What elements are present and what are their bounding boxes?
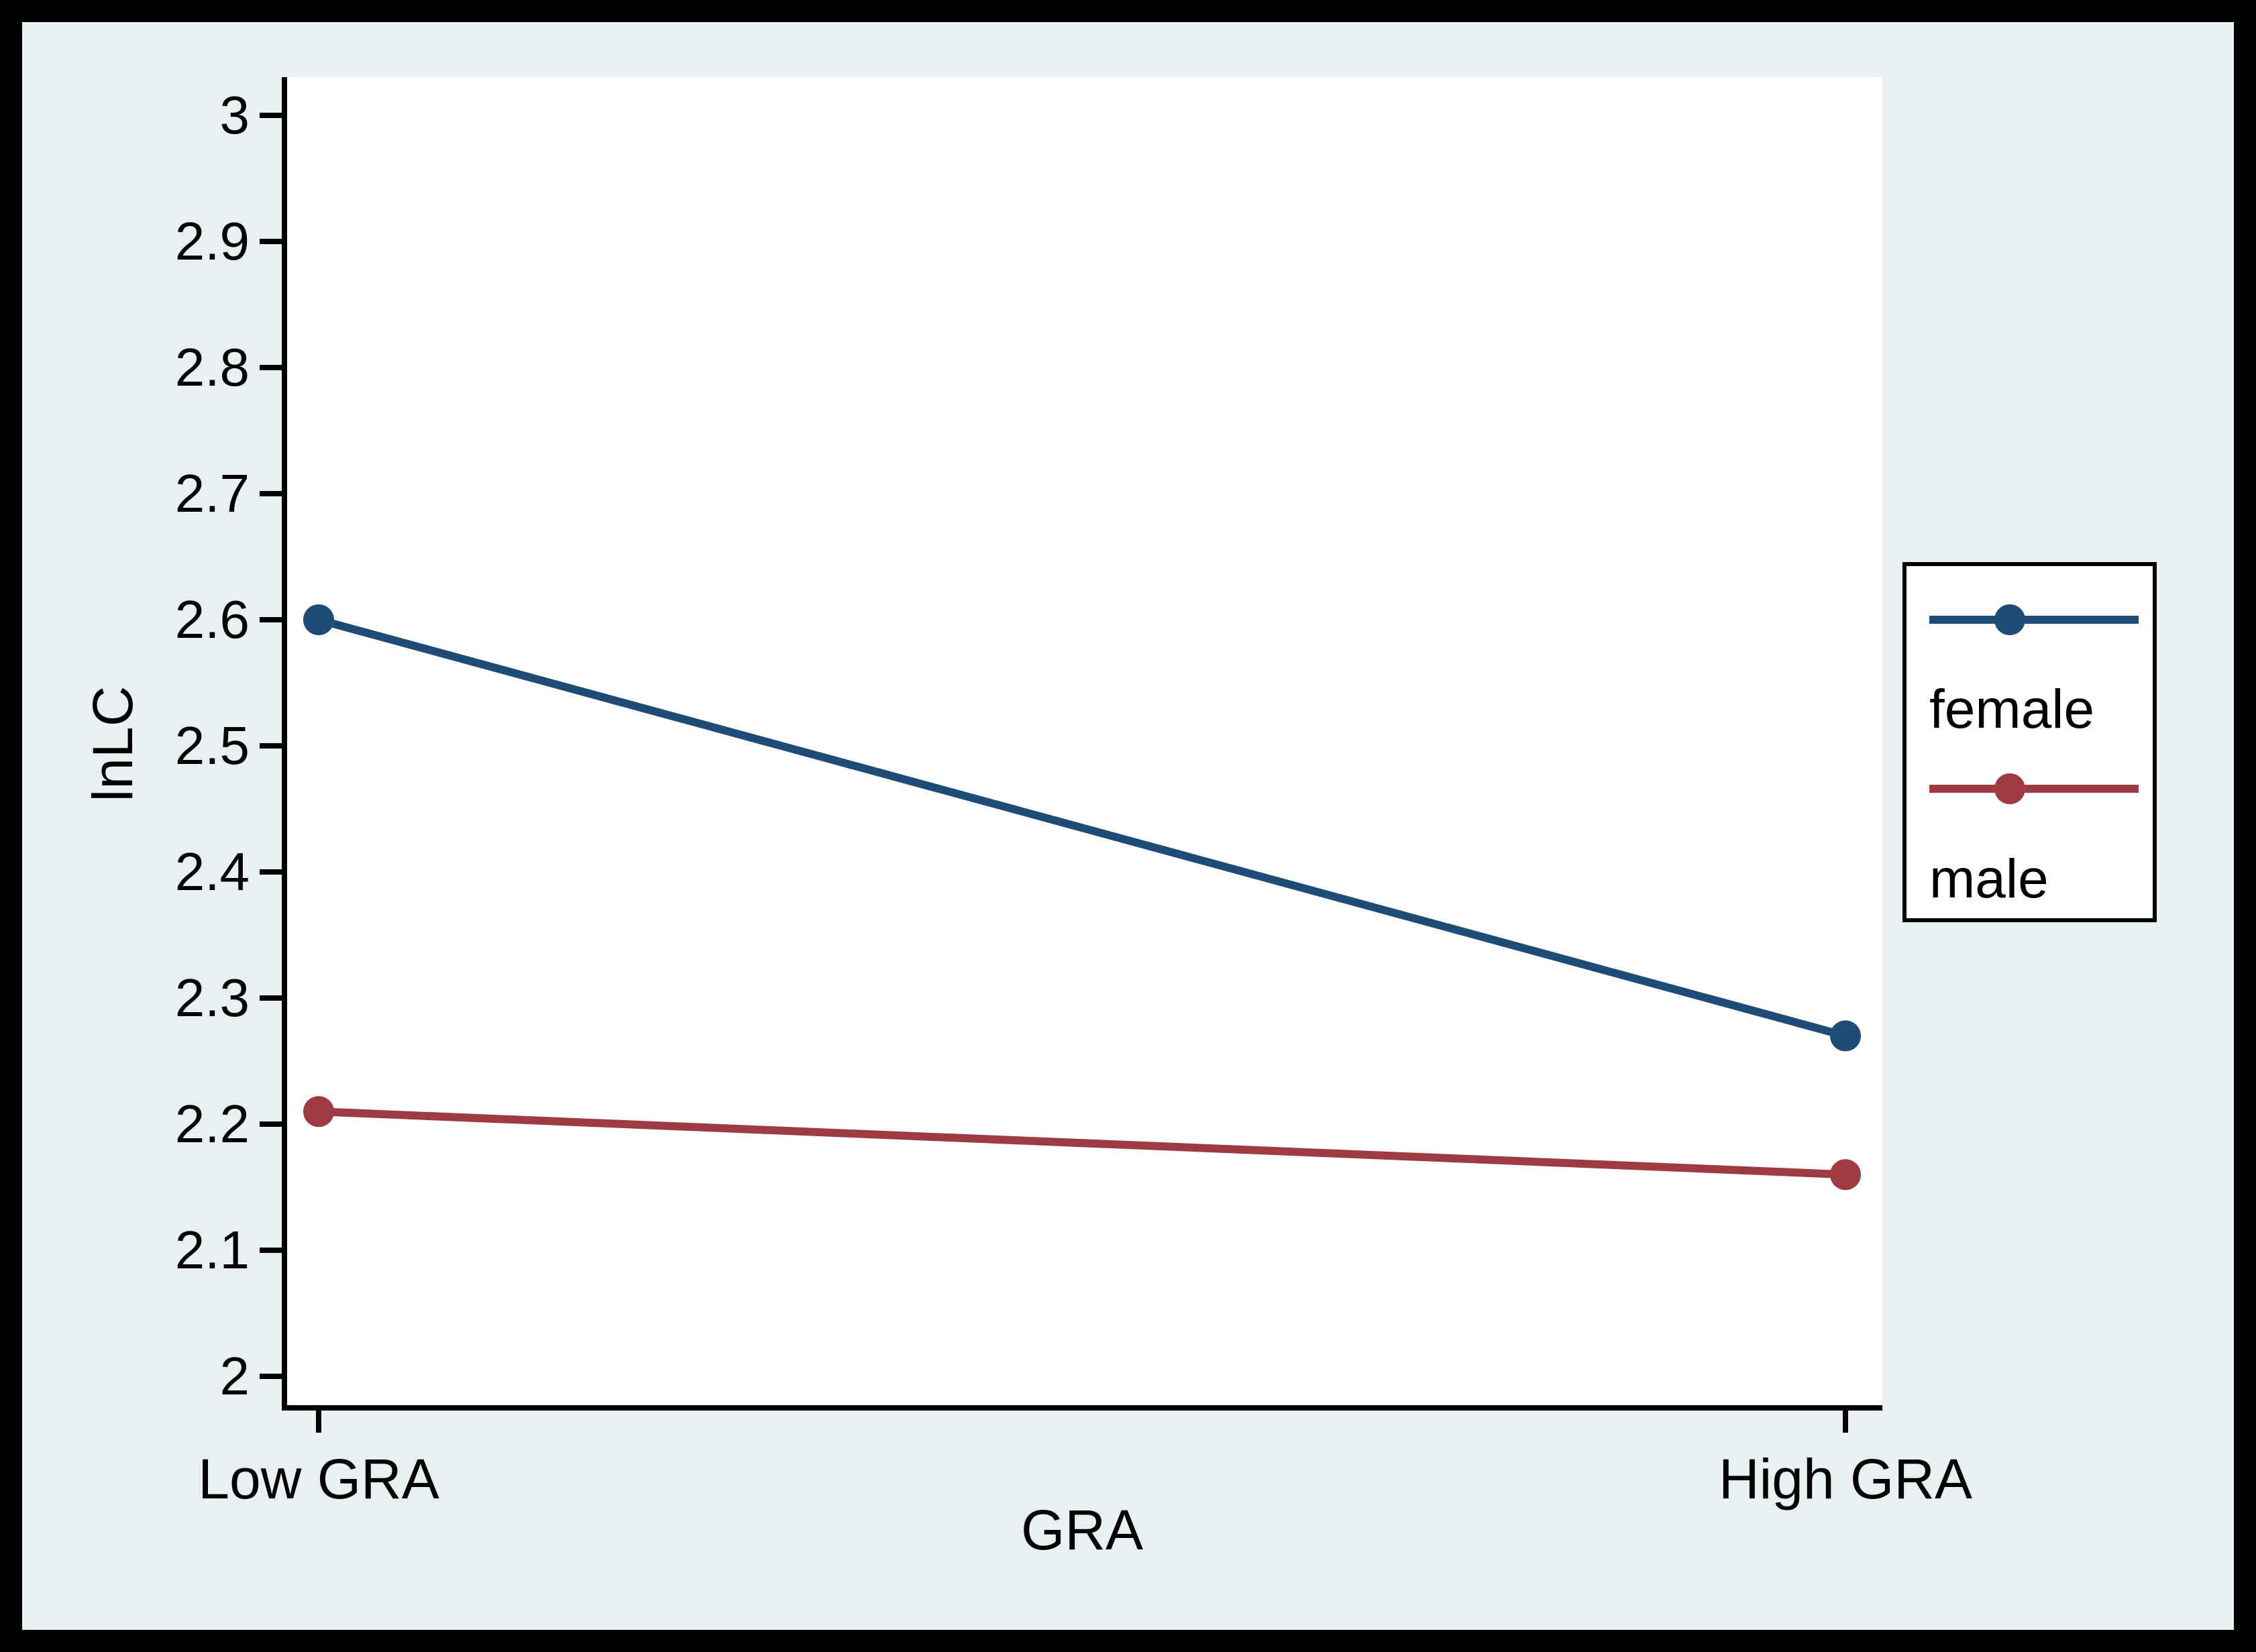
y-tick-label: 2.3 bbox=[174, 968, 250, 1028]
y-tick-mark bbox=[260, 1374, 282, 1379]
series-plot bbox=[303, 604, 1861, 1191]
y-tick-label: 2.7 bbox=[174, 463, 250, 523]
y-tick-label: 2.2 bbox=[174, 1094, 250, 1154]
y-tick-mark bbox=[260, 113, 282, 118]
data-point-male-high-gra bbox=[1830, 1159, 1861, 1191]
data-point-female-high-gra bbox=[1830, 1020, 1861, 1052]
data-point-female-low-gra bbox=[303, 604, 334, 635]
series-line-male bbox=[318, 1107, 1846, 1179]
y-tick-mark bbox=[260, 743, 282, 749]
y-tick-mark bbox=[260, 491, 282, 496]
figure-background: 2 2.1 2.2 2.3 2.4 2.5 2.6 2.7 2.8 2.9 3 Low GRA Hig… bbox=[22, 22, 2234, 1630]
legend: female male bbox=[1902, 562, 2157, 922]
x-tick-mark bbox=[1843, 1411, 1848, 1433]
x-axis-title: GRA bbox=[1020, 1498, 1144, 1561]
y-tick-mark bbox=[260, 1121, 282, 1127]
x-tick-label: High GRA bbox=[1718, 1447, 1973, 1510]
data-point-male-low-gra bbox=[303, 1096, 334, 1127]
y-tick-label: 3 bbox=[219, 85, 250, 145]
legend-item-label-male: male bbox=[1929, 848, 2049, 910]
x-tick-mark bbox=[316, 1411, 321, 1433]
y-tick-label: 2.1 bbox=[174, 1220, 250, 1280]
y-tick-label: 2 bbox=[219, 1346, 250, 1406]
x-tick-label: Low GRA bbox=[198, 1447, 439, 1510]
y-axis-title: lnLC bbox=[81, 685, 144, 802]
y-tick-mark bbox=[260, 617, 282, 622]
y-tick-label: 2.4 bbox=[174, 842, 250, 901]
legend-sample-line-male bbox=[1929, 785, 2139, 793]
y-tick-label: 2.5 bbox=[174, 716, 250, 775]
legend-marker-icon-male bbox=[1994, 773, 2025, 804]
y-tick-mark bbox=[260, 365, 282, 370]
y-tick-mark bbox=[260, 869, 282, 875]
legend-marker-icon-female bbox=[1994, 604, 2025, 635]
y-tick-label: 2.6 bbox=[174, 590, 250, 649]
series-line-female bbox=[317, 616, 1847, 1040]
y-tick-mark bbox=[260, 1248, 282, 1253]
legend-sample-line-female bbox=[1929, 616, 2139, 624]
plot-area bbox=[282, 77, 1882, 1411]
y-tick-mark bbox=[260, 239, 282, 244]
legend-item-label-female: female bbox=[1929, 679, 2095, 740]
y-tick-label: 2.8 bbox=[174, 337, 250, 397]
y-tick-label: 2.9 bbox=[174, 211, 250, 271]
y-tick-mark bbox=[260, 995, 282, 1001]
